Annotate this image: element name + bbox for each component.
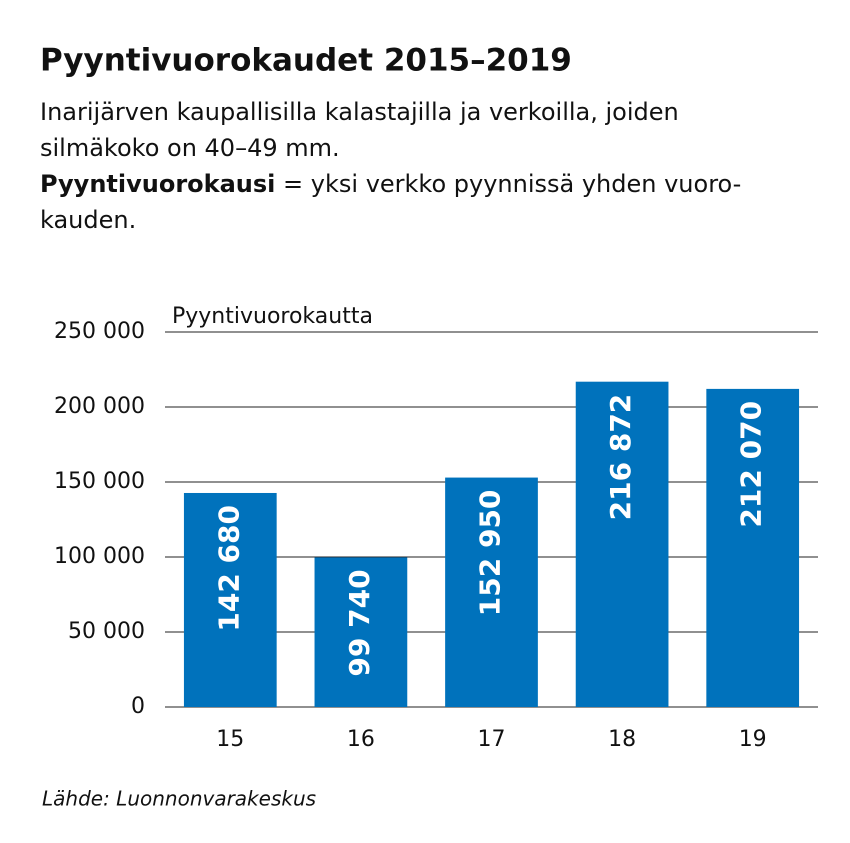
definition-text: = yksi verkko pyynnissä yhden vuoro- bbox=[283, 170, 741, 198]
bar bbox=[706, 388, 800, 707]
y-tick-label: 150 000 bbox=[54, 469, 145, 494]
x-tick-label: 16 bbox=[347, 727, 375, 752]
definition-term: Pyyntivuorokausi bbox=[40, 170, 275, 198]
y-tick-label: 200 000 bbox=[54, 394, 145, 419]
y-axis-label: Pyyntivuorokautta bbox=[172, 304, 373, 329]
value-label: 152 950 bbox=[474, 490, 507, 617]
y-tick-label: 0 bbox=[131, 694, 145, 719]
value-label: 212 070 bbox=[735, 401, 768, 528]
value-label: 99 740 bbox=[343, 569, 376, 676]
bar bbox=[183, 492, 277, 707]
y-tick-label: 100 000 bbox=[54, 544, 145, 569]
bar bbox=[445, 477, 538, 707]
chart-title: Pyyntivuorokaudet 2015–2019 bbox=[40, 43, 572, 79]
value-label: 216 872 bbox=[604, 394, 637, 521]
x-tick-label: 19 bbox=[739, 727, 767, 752]
value-label: 142 680 bbox=[212, 505, 245, 632]
definition: kauden. bbox=[40, 206, 136, 234]
y-tick-label: 250 000 bbox=[54, 319, 145, 344]
subtitle: silmäkoko on 40–49 mm. bbox=[40, 134, 340, 162]
x-tick-label: 17 bbox=[478, 727, 506, 752]
definition: Pyyntivuorokausi = yksi verkko pyynnissä… bbox=[40, 170, 741, 198]
bar bbox=[575, 381, 669, 707]
x-tick-label: 15 bbox=[216, 727, 244, 752]
y-tick-label: 50 000 bbox=[68, 619, 145, 644]
subtitle: Inarijärven kaupallisilla kalastajilla j… bbox=[40, 98, 679, 126]
x-tick-label: 18 bbox=[608, 727, 636, 752]
bar bbox=[314, 557, 408, 707]
source: Lähde: Luonnonvarakeskus bbox=[42, 787, 316, 811]
